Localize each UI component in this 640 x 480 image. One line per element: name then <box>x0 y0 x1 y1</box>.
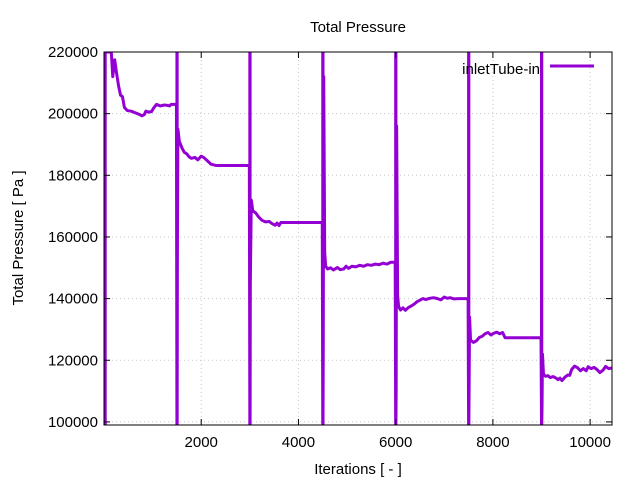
y-tick-label: 180000 <box>48 167 98 184</box>
y-tick-label: 120000 <box>48 352 98 369</box>
grid-lines <box>104 51 612 425</box>
x-axis-label: Iterations [ - ] <box>314 461 402 478</box>
series-line-inlettube-in <box>104 52 612 425</box>
x-tick-label: 6000 <box>379 434 412 451</box>
y-tick-label: 160000 <box>48 229 98 246</box>
legend-label-inlettube-in: inletTube-in <box>462 61 540 78</box>
chart-title: Total Pressure <box>310 19 406 36</box>
axis-ticks <box>104 51 612 425</box>
y-axis-label: Total Pressure [ Pa ] <box>10 170 27 305</box>
x-tick-label: 2000 <box>185 434 218 451</box>
x-tick-label: 4000 <box>282 434 315 451</box>
plot-frame <box>103 51 613 426</box>
x-tick-label: 8000 <box>476 434 509 451</box>
y-tick-label: 220000 <box>48 44 98 61</box>
y-tick-labels: 100000 120000 140000 160000 180000 200000 2200… <box>48 44 98 431</box>
x-tick-label: 10000 <box>569 434 611 451</box>
x-tick-labels: 2000 4000 6000 8000 10000 <box>185 434 611 451</box>
y-tick-label: 100000 <box>48 414 98 431</box>
series-layer <box>104 52 612 425</box>
y-tick-label: 140000 <box>48 291 98 308</box>
y-tick-label: 200000 <box>48 106 98 123</box>
legend: inletTube-in <box>462 61 594 78</box>
